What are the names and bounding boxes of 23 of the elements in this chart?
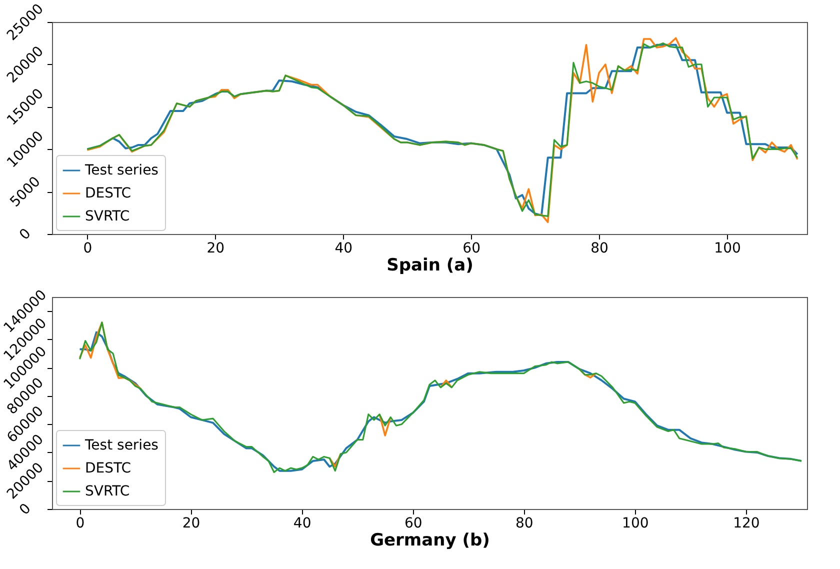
x-tick-label: 0 xyxy=(76,516,85,532)
legend-label: DESTC xyxy=(85,460,132,476)
x-tick-label: 40 xyxy=(334,240,353,256)
x-tick-label: 40 xyxy=(293,516,312,532)
x-tick-label: 0 xyxy=(83,240,92,256)
x-tick-label: 120 xyxy=(733,516,760,532)
legend-label: SVRTC xyxy=(85,484,130,500)
x-axis-title: Spain (a) xyxy=(386,256,474,276)
y-tick-label: 0 xyxy=(16,500,34,518)
x-tick-label: 80 xyxy=(590,240,608,256)
x-tick-label: 100 xyxy=(622,516,649,532)
legend-label: DESTC xyxy=(85,186,132,202)
legend-label: SVRTC xyxy=(85,208,130,224)
x-tick-label: 60 xyxy=(462,240,481,256)
x-tick-label: 20 xyxy=(182,516,200,532)
x-tick-label: 80 xyxy=(515,516,534,532)
x-axis-title: Germany (b) xyxy=(370,530,490,550)
x-tick-label: 60 xyxy=(404,516,422,532)
x-tick-label: 100 xyxy=(714,240,741,256)
legend-label: Test series xyxy=(84,162,158,178)
x-tick-label: 20 xyxy=(206,240,225,256)
y-tick-label: 0 xyxy=(16,226,34,244)
legend-label: Test series xyxy=(84,438,158,454)
